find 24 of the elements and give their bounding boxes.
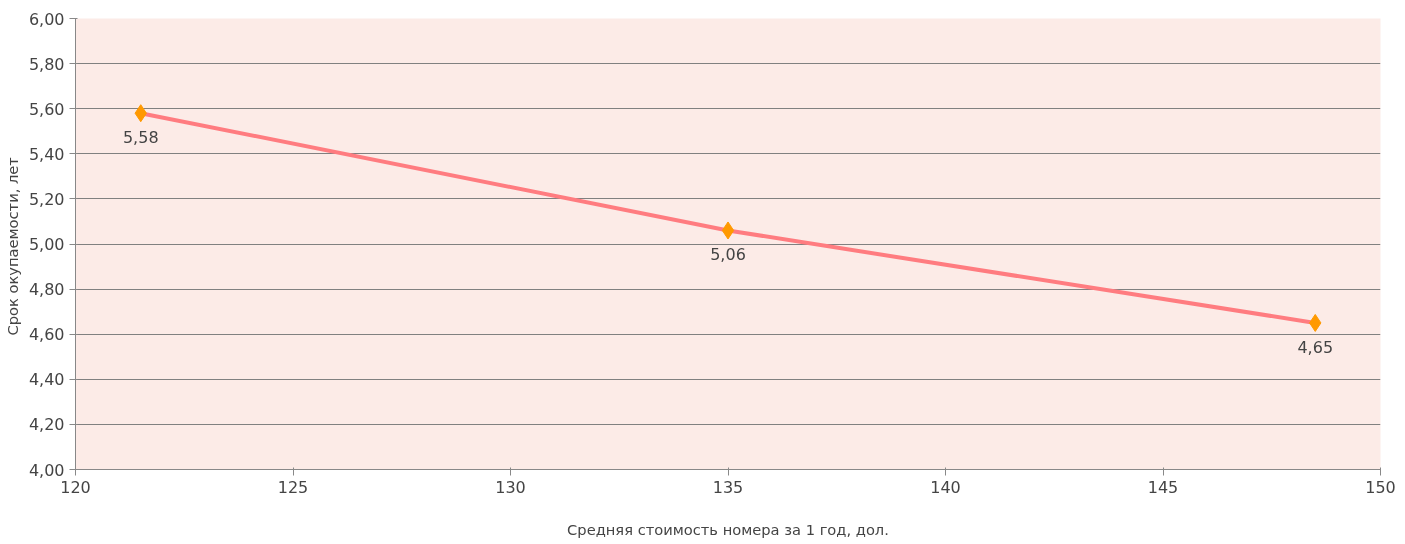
y-tick-label: 5,20 [28,189,65,209]
x-tick-label: 150 [1365,477,1396,497]
data-label: 5,58 [122,128,159,148]
x-axis-title: Средняя стоимость номера за 1 год, дол. [567,520,889,538]
point [721,221,735,240]
x-tick-label: 135 [712,477,744,497]
y-axis-title: Срок окупаемости, лет [3,156,21,336]
data-label: 4,65 [1297,337,1334,357]
y-tick-label: 4,80 [28,280,65,300]
y-tick-label: 5,00 [28,235,65,254]
y-tick-label: 4,40 [28,370,65,390]
y-tick-label: 4,00 [28,460,65,480]
x-tick-label: 140 [930,477,961,497]
data-label: 5,06 [710,245,746,265]
y-tick-label: 5,80 [28,54,65,74]
y-tick-label: 4,60 [28,325,65,345]
x-tick-label: 125 [277,477,309,497]
x-tick-label: 120 [60,477,91,497]
y-tick-label: 5,60 [28,99,65,119]
y-tick-label: 4,20 [28,415,65,435]
y-tick-label: 6,00 [28,9,65,29]
y-tick-label: 5,40 [28,144,65,164]
x-tick-label: 145 [1147,477,1179,497]
x-tick-label: 130 [495,477,526,497]
